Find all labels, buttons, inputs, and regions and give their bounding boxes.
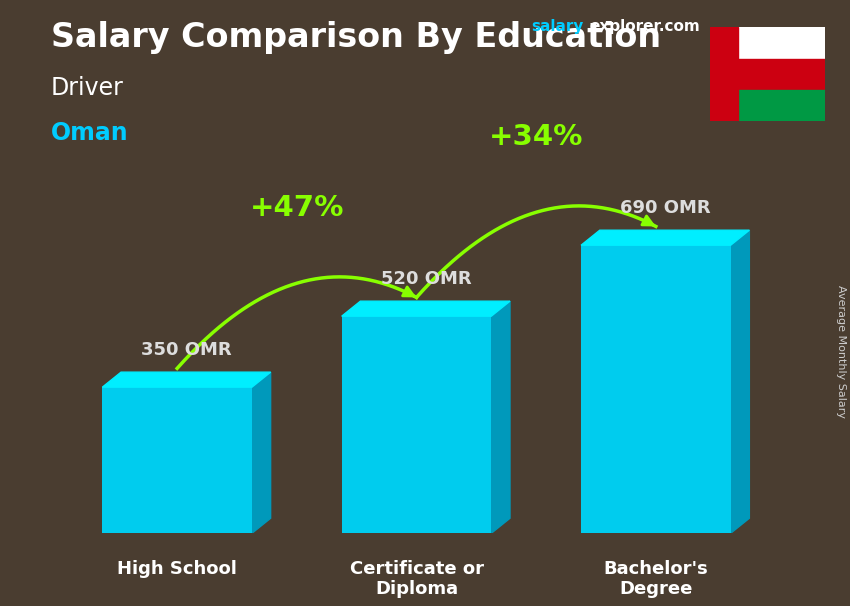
Text: Oman: Oman: [51, 121, 128, 145]
Bar: [102, 387, 252, 533]
Bar: [581, 245, 731, 533]
Text: Bachelor's
Degree: Bachelor's Degree: [604, 559, 708, 598]
Text: Average Monthly Salary: Average Monthly Salary: [836, 285, 846, 418]
Bar: [739, 90, 824, 121]
Text: 690 OMR: 690 OMR: [620, 199, 711, 217]
Polygon shape: [252, 372, 270, 533]
Text: +34%: +34%: [489, 123, 583, 152]
Text: salary: salary: [531, 19, 584, 35]
Text: 350 OMR: 350 OMR: [141, 341, 232, 359]
Polygon shape: [581, 230, 750, 245]
Bar: [710, 27, 739, 121]
Bar: [739, 27, 824, 59]
Bar: [342, 316, 491, 533]
Bar: [739, 59, 824, 90]
Polygon shape: [491, 301, 510, 533]
Text: +47%: +47%: [250, 195, 344, 222]
Text: Driver: Driver: [51, 76, 124, 100]
Polygon shape: [731, 230, 750, 533]
Polygon shape: [102, 372, 270, 387]
Text: explorer.com: explorer.com: [589, 19, 700, 35]
Polygon shape: [342, 301, 510, 316]
Text: 520 OMR: 520 OMR: [381, 270, 471, 288]
Text: High School: High School: [117, 559, 237, 578]
Text: Salary Comparison By Education: Salary Comparison By Education: [51, 21, 661, 54]
Text: Certificate or
Diploma: Certificate or Diploma: [349, 559, 484, 598]
